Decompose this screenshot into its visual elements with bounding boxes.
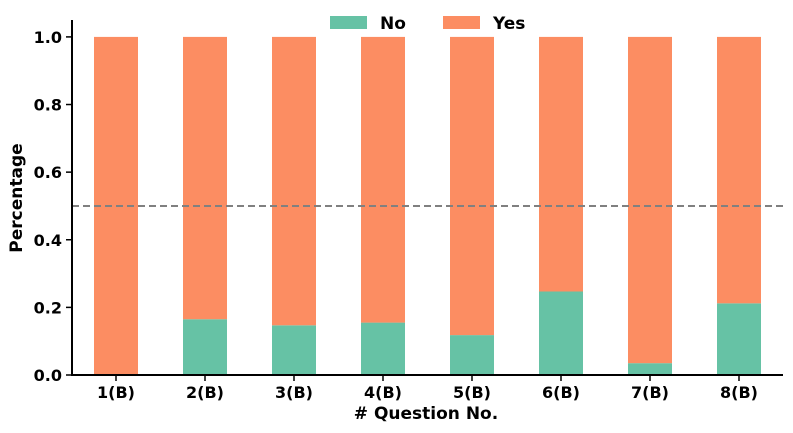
legend-label-no: No: [380, 14, 406, 34]
y-axis-label: Percentage: [7, 143, 27, 252]
y-tick-label: 0.0: [34, 366, 62, 385]
bar-yes-6(B): [539, 36, 583, 292]
axes: [71, 20, 783, 376]
bar-no-3(B): [272, 325, 316, 375]
x-tick-label: 3(B): [275, 383, 313, 402]
y-ticks: 0.0 0.2 0.4 0.6 0.8 1.0: [34, 28, 72, 385]
bar-yes-2(B): [183, 36, 227, 320]
bar-yes-5(B): [450, 36, 494, 336]
legend-swatch-yes: [443, 16, 480, 29]
bar-no-2(B): [183, 319, 227, 375]
y-tick-label: 1.0: [34, 28, 62, 47]
y-tick-label: 0.2: [34, 298, 62, 317]
x-tick-label: 7(B): [631, 383, 669, 402]
bar-no-7(B): [628, 363, 672, 375]
y-tick-label: 0.6: [34, 163, 62, 182]
x-axis-label: # Question No.: [354, 404, 498, 424]
x-tick-label: 6(B): [542, 383, 580, 402]
x-tick-label: 5(B): [453, 383, 491, 402]
bar-no-8(B): [717, 303, 761, 375]
x-tick-label: 1(B): [97, 383, 135, 402]
legend: No Yes: [330, 14, 525, 34]
x-tick-label: 8(B): [720, 383, 758, 402]
bar-yes-4(B): [361, 36, 405, 323]
x-tick-label: 2(B): [186, 383, 224, 402]
bar-no-4(B): [361, 322, 405, 375]
x-ticks: 1(B) 2(B) 3(B) 4(B) 5(B) 6(B) 7(B) 8(B): [97, 375, 758, 402]
bar-no-5(B): [450, 335, 494, 375]
bar-yes-8(B): [717, 36, 761, 304]
bars-layer: [94, 36, 761, 376]
legend-label-yes: Yes: [492, 14, 525, 34]
bar-yes-3(B): [272, 36, 316, 326]
bar-yes-7(B): [628, 36, 672, 364]
legend-swatch-no: [330, 16, 367, 29]
x-tick-label: 4(B): [364, 383, 402, 402]
y-tick-label: 0.8: [34, 96, 62, 115]
y-tick-label: 0.4: [34, 231, 62, 250]
bar-no-6(B): [539, 291, 583, 375]
